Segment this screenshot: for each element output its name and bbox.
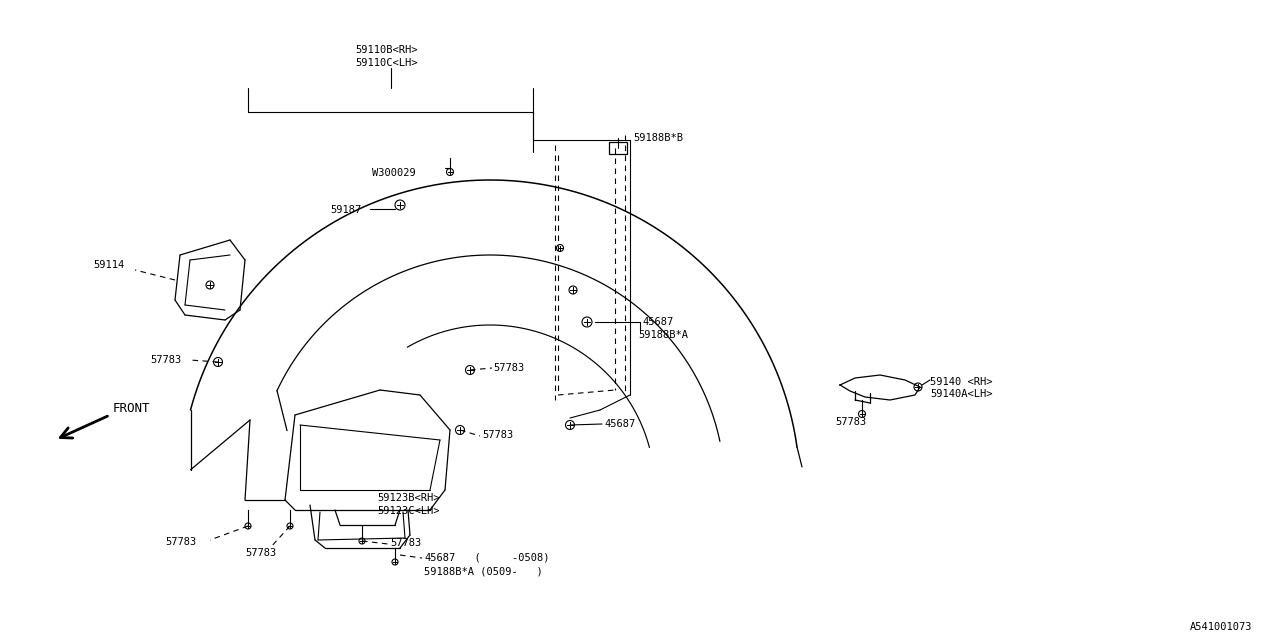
- Text: 59114: 59114: [93, 260, 124, 270]
- Text: FRONT: FRONT: [113, 402, 151, 415]
- Text: 45687: 45687: [604, 419, 635, 429]
- Text: 57783: 57783: [835, 417, 867, 427]
- Text: 59188B*A (0509-   ): 59188B*A (0509- ): [424, 566, 543, 576]
- Text: W300029: W300029: [372, 168, 416, 178]
- Text: 59188B*B: 59188B*B: [634, 133, 684, 143]
- Text: 57783: 57783: [493, 363, 525, 373]
- Text: 59123C<LH>: 59123C<LH>: [378, 506, 439, 516]
- Text: (     -0508): ( -0508): [462, 553, 549, 563]
- Text: 57783: 57783: [244, 548, 276, 558]
- Text: 59110B<RH>: 59110B<RH>: [355, 45, 417, 55]
- Text: 59110C<LH>: 59110C<LH>: [355, 58, 417, 68]
- Text: 59140A<LH>: 59140A<LH>: [931, 389, 992, 399]
- Text: 59123B<RH>: 59123B<RH>: [378, 493, 439, 503]
- Text: 57783: 57783: [150, 355, 182, 365]
- Bar: [609, 142, 627, 154]
- Text: 59140 <RH>: 59140 <RH>: [931, 377, 992, 387]
- Text: A541001073: A541001073: [1190, 622, 1253, 632]
- Text: 45687: 45687: [643, 317, 673, 327]
- Text: 45687: 45687: [424, 553, 456, 563]
- Text: 59187: 59187: [330, 205, 361, 215]
- Text: 57783: 57783: [390, 538, 421, 548]
- Text: 57783: 57783: [483, 430, 513, 440]
- Text: 59188B*A: 59188B*A: [637, 330, 689, 340]
- Text: 57783: 57783: [165, 537, 196, 547]
